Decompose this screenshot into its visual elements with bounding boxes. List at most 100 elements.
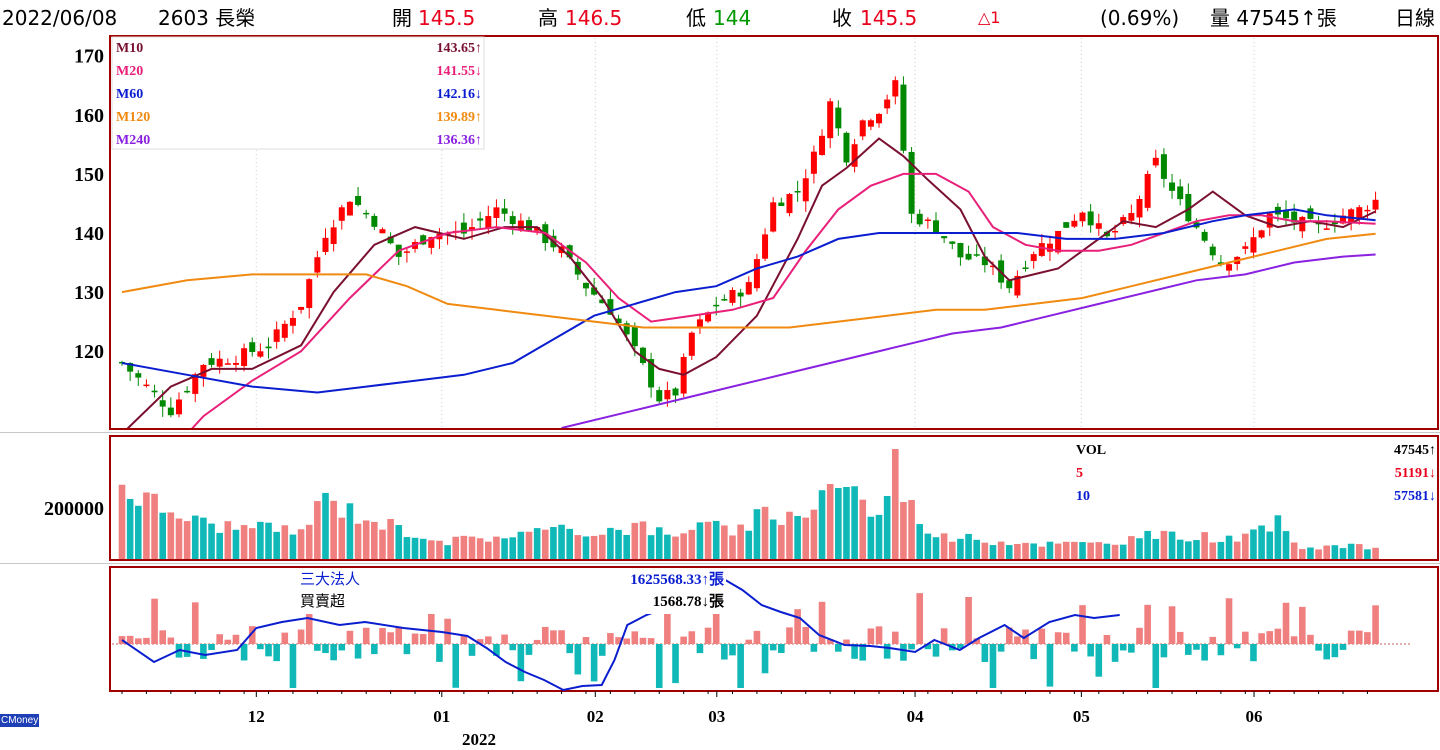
candle-body [664,390,671,400]
candle-body [306,279,313,308]
institutional-bar [810,644,818,652]
price-panel-frame [109,35,1439,430]
candle-body [900,84,907,151]
volume-bar [672,536,679,559]
volume-bar [867,516,875,559]
institutional-bar [305,596,313,644]
date-axis: 12 01 02 03 04 05 06 [121,691,1368,726]
candle-body [1323,228,1330,230]
volume-bar [379,529,386,559]
volume-bar [647,535,655,559]
candle-body [469,227,476,230]
institutional-bar [501,634,508,644]
legend-institutional-value: 1568.78↓張 [653,593,725,610]
volume-bar [232,529,240,559]
institutional-bar [395,626,403,644]
volume-bar [1152,538,1160,559]
volume-bar [1331,545,1339,559]
institutional-bar [1193,644,1200,650]
institutional-bar [615,637,622,644]
header-bar: 2022/06/08 2603 長榮 開 145.5 高 146.5 低 144… [0,0,1440,36]
candle-body [363,212,370,215]
volume-bar [973,539,980,559]
candle-body [827,101,834,139]
volume-bar [835,488,842,559]
candle-body [420,235,427,245]
institutional-bar [566,644,573,654]
institutional-bar [582,637,590,644]
period-label: 日線 [1395,6,1435,30]
volume-bar [1225,535,1233,559]
candle-body [477,218,484,221]
institutional-bar [843,639,850,644]
candle-body [908,151,915,214]
volume-bar [558,524,565,559]
candle-body [1242,246,1249,249]
price-legend-box [111,36,485,150]
low-label: 低 [686,6,706,30]
date-tick-label: 06 [1246,707,1263,726]
institutional-bar [688,631,696,644]
institutional-bar [1038,628,1046,644]
candle-body [1250,237,1257,253]
candle-body [745,282,752,295]
candle-body [1014,275,1021,296]
volume-bar [1103,543,1111,559]
institutional-bar [403,644,411,655]
volume-bar [411,537,419,559]
candle-body [232,362,239,365]
candle-body [1063,222,1070,228]
volume-bar [1128,536,1135,559]
price-tick-label: 170 [74,46,104,68]
volume-bar [1136,538,1143,559]
volume-bar [908,500,915,559]
institutional-bar [1160,644,1168,658]
legend-volume-name: 5 [1076,466,1083,481]
institutional-bar [338,644,346,651]
volume-bars [118,449,1379,559]
volume-bar [1046,541,1054,559]
legend-ma-name: M60 [116,87,143,102]
institutional-bar [265,644,272,657]
low-price: 144 [713,6,752,30]
institutional-bar [1299,606,1306,644]
institutional-bar [1282,602,1290,644]
candle-body [208,358,215,365]
institutional-bar [802,627,810,644]
candle-body [949,241,956,244]
institutional-bar [322,644,329,654]
volume-bar [900,502,907,559]
candle-body [631,326,638,347]
institutional-bar [485,636,492,644]
price-tick-label: 150 [74,164,104,186]
institutional-bar [1103,635,1111,644]
volume-bar [428,540,435,559]
volume-bar [314,501,321,559]
institutional-bar [509,644,517,651]
institutional-bar [362,627,370,644]
volume-bar [1274,515,1282,559]
candle-body [184,390,191,393]
institutional-bar [1364,632,1371,644]
institutional-bar [1111,644,1119,662]
institutional-bar [224,639,232,644]
candle-body [371,215,378,227]
institutional-bar [924,644,932,650]
institutional-bar [1233,644,1241,649]
candle-body [1030,254,1037,262]
institutional-bar [883,644,891,659]
institutional-bar [940,628,948,644]
candle-body [330,227,337,244]
volume-bar [257,521,264,559]
candle-body [737,292,744,297]
candle-body [884,99,891,109]
volume-bar [761,506,769,559]
candle-body [1152,157,1159,166]
institutional-bar [981,644,989,662]
candle-body [989,265,996,268]
institutional-bar [1290,636,1298,644]
candle-body [713,304,720,307]
institutional-bar [452,644,460,688]
